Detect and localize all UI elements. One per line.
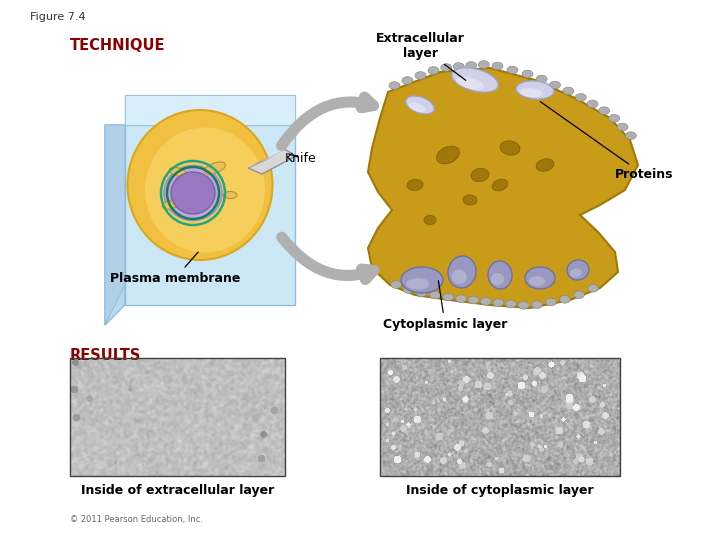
Ellipse shape: [588, 285, 598, 292]
Ellipse shape: [389, 82, 400, 89]
Bar: [70, 358, 285, 476]
Ellipse shape: [466, 62, 477, 69]
Ellipse shape: [407, 179, 423, 191]
Ellipse shape: [570, 268, 582, 278]
Polygon shape: [248, 150, 296, 174]
Ellipse shape: [516, 81, 554, 99]
Ellipse shape: [525, 267, 555, 289]
Ellipse shape: [520, 88, 543, 97]
Ellipse shape: [401, 267, 443, 293]
Ellipse shape: [528, 276, 545, 286]
Text: Inside of extracellular layer: Inside of extracellular layer: [81, 484, 274, 497]
Ellipse shape: [402, 77, 413, 84]
Text: Figure 7.4: Figure 7.4: [30, 12, 86, 22]
Polygon shape: [368, 68, 638, 308]
Ellipse shape: [488, 261, 512, 289]
Ellipse shape: [471, 168, 489, 181]
Ellipse shape: [223, 192, 237, 199]
Ellipse shape: [546, 298, 557, 306]
Text: Proteins: Proteins: [540, 102, 673, 181]
Ellipse shape: [443, 293, 454, 301]
Text: Knife: Knife: [285, 152, 317, 165]
Ellipse shape: [536, 159, 554, 171]
Text: Inside of cytoplasmic layer: Inside of cytoplasmic layer: [406, 484, 594, 497]
Ellipse shape: [617, 123, 628, 131]
Ellipse shape: [505, 300, 516, 308]
Text: Extracellular
layer: Extracellular layer: [376, 32, 466, 80]
Ellipse shape: [518, 301, 529, 309]
Ellipse shape: [456, 77, 484, 90]
Ellipse shape: [428, 66, 439, 75]
Ellipse shape: [430, 291, 441, 299]
Ellipse shape: [416, 289, 427, 297]
Ellipse shape: [451, 68, 498, 92]
Bar: [125, 125, 295, 305]
Ellipse shape: [468, 296, 479, 304]
Polygon shape: [248, 150, 286, 168]
Ellipse shape: [608, 114, 620, 122]
Bar: [380, 358, 620, 476]
Ellipse shape: [587, 100, 598, 108]
Ellipse shape: [415, 72, 426, 79]
Ellipse shape: [451, 269, 467, 284]
Text: Cytoplasmic layer: Cytoplasmic layer: [383, 281, 507, 331]
Ellipse shape: [406, 278, 429, 290]
Text: RESULTS: RESULTS: [70, 348, 141, 363]
Polygon shape: [105, 125, 125, 325]
Ellipse shape: [575, 93, 586, 101]
Ellipse shape: [391, 281, 402, 288]
Ellipse shape: [171, 172, 215, 214]
Ellipse shape: [424, 215, 436, 225]
Ellipse shape: [500, 141, 520, 155]
Text: Plasma membrane: Plasma membrane: [110, 252, 240, 285]
Ellipse shape: [598, 107, 610, 114]
Ellipse shape: [522, 70, 533, 78]
Text: TECHNIQUE: TECHNIQUE: [70, 38, 166, 53]
Ellipse shape: [536, 75, 547, 83]
Ellipse shape: [480, 298, 491, 305]
Ellipse shape: [441, 64, 451, 71]
Ellipse shape: [454, 63, 464, 70]
Ellipse shape: [626, 132, 636, 139]
Ellipse shape: [567, 260, 589, 280]
Ellipse shape: [403, 286, 414, 293]
Ellipse shape: [507, 66, 518, 74]
Ellipse shape: [127, 110, 272, 260]
Ellipse shape: [478, 60, 490, 69]
Ellipse shape: [204, 162, 225, 174]
Ellipse shape: [448, 256, 476, 288]
Ellipse shape: [492, 62, 503, 70]
Ellipse shape: [408, 103, 426, 112]
Ellipse shape: [574, 291, 585, 299]
Ellipse shape: [491, 273, 504, 286]
Ellipse shape: [405, 96, 434, 114]
Ellipse shape: [492, 299, 504, 307]
Text: © 2011 Pearson Education, Inc.: © 2011 Pearson Education, Inc.: [70, 515, 203, 524]
Ellipse shape: [531, 301, 542, 308]
Ellipse shape: [563, 87, 574, 95]
Ellipse shape: [549, 81, 560, 89]
Ellipse shape: [559, 295, 570, 303]
Polygon shape: [105, 125, 125, 325]
Ellipse shape: [169, 167, 186, 177]
Ellipse shape: [162, 201, 178, 209]
Bar: [125, 95, 295, 125]
Ellipse shape: [164, 165, 222, 220]
Ellipse shape: [463, 195, 477, 205]
Ellipse shape: [436, 146, 459, 164]
Ellipse shape: [492, 179, 508, 191]
Ellipse shape: [145, 127, 265, 253]
Polygon shape: [125, 95, 295, 125]
Ellipse shape: [456, 295, 467, 302]
